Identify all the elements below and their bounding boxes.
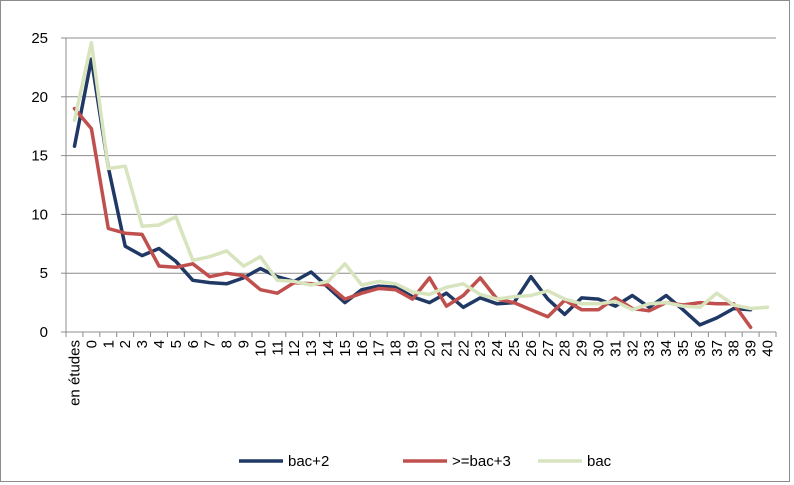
x-tick-label: 34 xyxy=(658,340,675,357)
x-tick-label: 0 xyxy=(83,340,100,348)
x-tick-label: 30 xyxy=(591,340,608,357)
x-tick-label: 23 xyxy=(472,340,489,357)
x-tick-label: en études xyxy=(66,340,83,406)
x-tick-label: 10 xyxy=(252,340,269,357)
x-tick-label: 21 xyxy=(438,340,455,357)
series-line-0 xyxy=(72,57,753,327)
x-tick-label: 19 xyxy=(405,340,422,357)
x-tick-label: 24 xyxy=(489,340,506,357)
x-tick-label: 13 xyxy=(303,340,320,357)
y-tick-label: 20 xyxy=(31,89,48,106)
x-tick-label: 6 xyxy=(185,340,202,348)
x-tick-label: 25 xyxy=(506,340,523,357)
x-tick-label: 12 xyxy=(286,340,303,357)
x-tick-label: 17 xyxy=(371,340,388,357)
y-axis-ticks: 0 5 10 15 20 25 xyxy=(31,30,48,341)
x-tick-label: 35 xyxy=(675,340,692,357)
gridlines xyxy=(66,37,776,274)
y-tick-label: 0 xyxy=(40,324,48,341)
x-tick-label: 26 xyxy=(523,340,540,357)
x-axis-ticks: en études 0 1 2 3 4 5 6 7 8 9 10 11 12 13 14 15 16 17 18 19 2… xyxy=(66,340,776,406)
x-tick-label: 27 xyxy=(540,340,557,357)
x-tick-label: 1 xyxy=(100,340,117,348)
series-line-2 xyxy=(72,40,770,312)
legend-label: >=bac+3 xyxy=(452,453,511,470)
x-tick-label: 39 xyxy=(743,340,760,357)
x-tick-label: 22 xyxy=(455,340,472,357)
y-tick-label: 5 xyxy=(40,265,48,282)
x-tick-label: 14 xyxy=(320,340,337,357)
x-tick-label: 33 xyxy=(641,340,658,357)
x-tick-label: 28 xyxy=(557,340,574,357)
x-tick-label: 36 xyxy=(692,340,709,357)
x-tick-label: 31 xyxy=(607,340,624,357)
legend: bac+2 >=bac+3 bac xyxy=(239,453,612,470)
x-tick-label: 7 xyxy=(202,340,219,348)
x-tick-label: 5 xyxy=(168,340,185,348)
x-tick-label: 20 xyxy=(421,340,438,357)
x-tick-label: 16 xyxy=(354,340,371,357)
x-tick-label: 3 xyxy=(134,340,151,348)
x-tick-label: 37 xyxy=(709,340,726,357)
y-tick-label: 10 xyxy=(31,206,48,223)
axes xyxy=(61,37,777,337)
series-lines xyxy=(72,40,770,330)
x-tick-label: 11 xyxy=(269,340,286,356)
x-tick-label: 4 xyxy=(151,340,168,348)
x-tick-label: 38 xyxy=(726,340,743,357)
x-tick-label: 18 xyxy=(388,340,405,357)
x-tick-label: 8 xyxy=(219,340,236,348)
x-tick-label: 15 xyxy=(337,340,354,357)
x-tick-label: 2 xyxy=(117,340,134,348)
x-tick-label: 32 xyxy=(624,340,641,357)
x-tick-label: 9 xyxy=(236,340,253,348)
legend-label: bac xyxy=(587,453,612,470)
y-tick-label: 25 xyxy=(31,30,48,47)
y-tick-label: 15 xyxy=(31,148,48,165)
x-tick-label: 29 xyxy=(574,340,591,357)
legend-label: bac+2 xyxy=(288,453,329,470)
x-tick-label: 40 xyxy=(760,340,777,357)
